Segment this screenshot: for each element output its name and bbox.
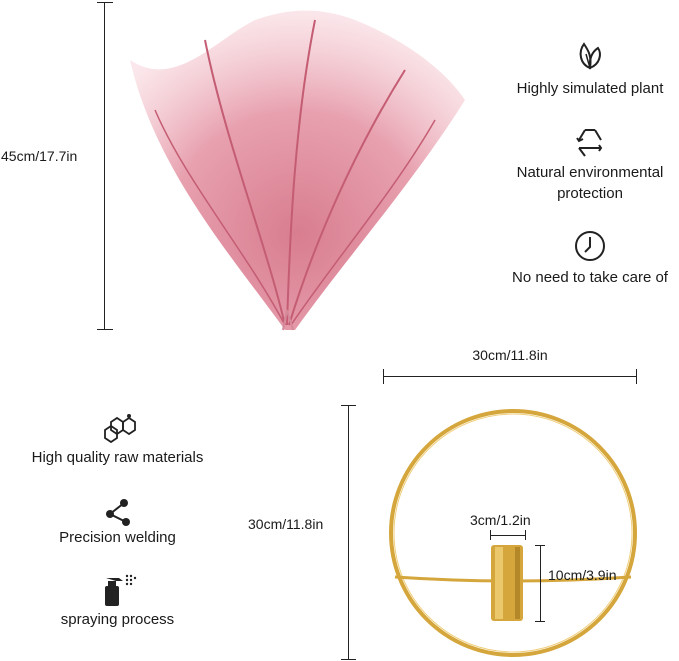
ring-width-cap-left bbox=[383, 369, 384, 384]
pampas-plume-image bbox=[130, 10, 465, 331]
plant-height-cap-bottom bbox=[97, 329, 113, 330]
ring-width-cap-right bbox=[636, 369, 637, 384]
spray-bottle-icon bbox=[105, 574, 137, 606]
feature-natural-env-line2: protection bbox=[557, 185, 623, 202]
plant-height-label: 45cm/17.7in bbox=[1, 148, 78, 164]
ring-height-line bbox=[348, 405, 349, 659]
ring-width-label: 30cm/11.8in bbox=[472, 347, 548, 363]
holder-width-cap-left bbox=[490, 530, 491, 540]
holder-height-line bbox=[540, 545, 541, 622]
welding-icon bbox=[106, 499, 130, 526]
leaf-icon bbox=[579, 42, 601, 70]
ring-height-cap-bottom bbox=[341, 659, 356, 660]
feature-spraying-process: spraying process bbox=[60, 611, 175, 628]
ring-width-line bbox=[383, 376, 637, 377]
holder-width-cap-right bbox=[525, 530, 526, 540]
holder-width-label: 3cm/1.2in bbox=[470, 512, 531, 528]
ring-height-label: 30cm/11.8in bbox=[248, 516, 324, 532]
recycle-icon bbox=[576, 129, 603, 157]
feature-highly-simulated-plant: Highly simulated plant bbox=[516, 80, 664, 97]
clock-icon bbox=[575, 231, 605, 261]
plant-height-line bbox=[104, 2, 105, 329]
feature-natural-env-line1: Natural environmental bbox=[516, 164, 664, 181]
gold-ring-holder-image bbox=[389, 409, 637, 657]
feature-precision-welding: Precision welding bbox=[59, 529, 176, 546]
feature-raw-materials: High quality raw materials bbox=[31, 449, 204, 466]
holder-height-cap-bottom bbox=[535, 621, 545, 622]
holder-height-label: 10cm/3.9in bbox=[548, 567, 617, 583]
plant-height-cap-top bbox=[97, 2, 113, 3]
feature-no-care: No need to take care of bbox=[512, 269, 668, 286]
hexagon-icon bbox=[104, 414, 136, 444]
ring-height-cap-top bbox=[341, 405, 356, 406]
holder-height-cap-top bbox=[535, 545, 545, 546]
holder-width-line bbox=[490, 535, 526, 536]
